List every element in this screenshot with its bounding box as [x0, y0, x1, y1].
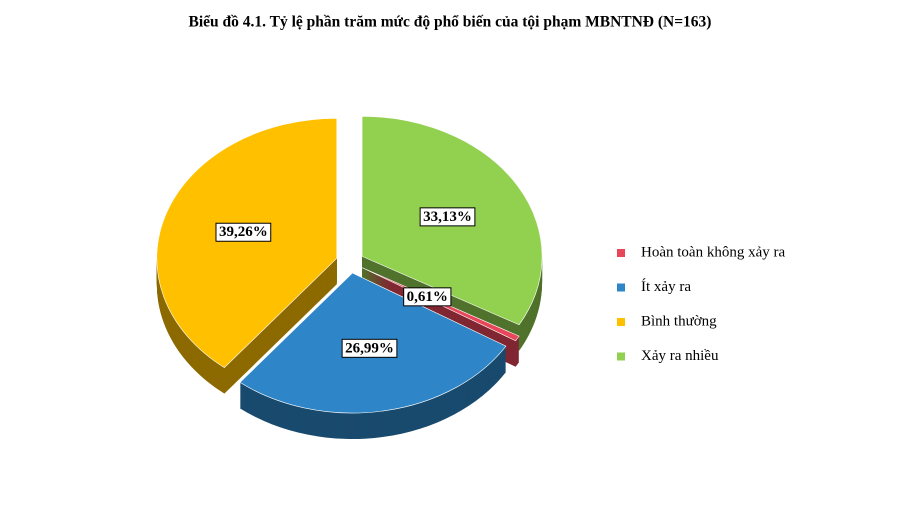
data-label-text: 39,26%: [219, 224, 268, 240]
data-label-box: [419, 207, 476, 227]
data-label: 0,61%: [403, 287, 452, 307]
data-label-box: [403, 287, 452, 307]
data-label: 39,26%: [215, 222, 272, 242]
legend-label: Xảy ra nhiều: [641, 348, 719, 364]
data-label-text: 26,99%: [345, 340, 394, 356]
legend-swatch: [617, 318, 625, 326]
legend-label: Ít xảy ra: [641, 278, 691, 295]
data-label: 33,13%: [419, 207, 476, 227]
data-label-text: 0,61%: [407, 289, 448, 305]
legend-swatch: [617, 352, 625, 361]
slice: [156, 117, 338, 369]
data-label-text: 33,13%: [423, 209, 472, 225]
data-label-box: [215, 222, 272, 242]
legend-swatch: [617, 249, 625, 257]
chart-title: Biểu đồ 4.1. Tỷ lệ phần trăm mức độ phổ …: [189, 14, 712, 31]
data-label-box: [341, 338, 398, 358]
data-labels: 0,61% 26,99% 39,26% 33,13%: [215, 207, 476, 358]
legend-label: Hoàn toàn không xảy ra: [641, 244, 785, 260]
legend: Hoàn toàn không xảy ra Ít xảy ra Bình thườ…: [617, 244, 785, 364]
data-label: 26,99%: [341, 338, 398, 358]
legend-label: Bình thường: [641, 313, 717, 329]
legend-swatch: [617, 283, 625, 292]
